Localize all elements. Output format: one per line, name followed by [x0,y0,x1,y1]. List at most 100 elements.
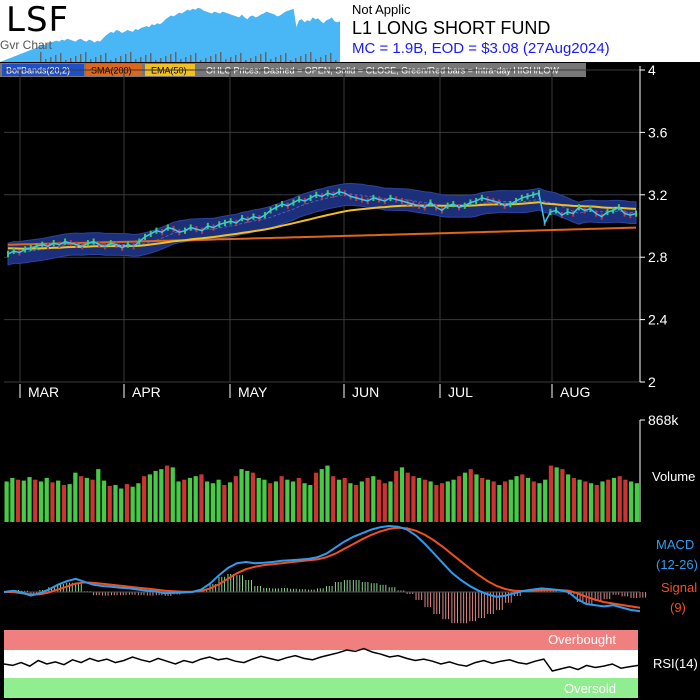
month-label: JUL [448,384,473,400]
fund-name: L1 LONG SHORT FUND [352,18,551,38]
sparkline-volume-bar [125,54,127,62]
oversold-zone [4,678,638,698]
sparkline-volume-bar [55,55,57,62]
sparkline-volume-bar [190,55,192,62]
macd-legend-label: MACD [656,537,694,552]
sparkline-volume-bar [315,59,317,62]
volume-bar [434,484,439,522]
volume-bar [239,469,244,522]
volume-bar [313,472,319,522]
sparkline-volume-bar [120,56,122,62]
sparkline-volume-bar [40,52,42,62]
sparkline-volume-bar [195,53,197,62]
volume-bar [296,477,301,522]
volume-bar [153,470,158,522]
chart-subtag: Gvr Chart [0,38,53,52]
sparkline-volume-bar [60,53,62,62]
volume-bar [462,472,468,522]
volume-bar [497,484,502,522]
price-tick-label: 2.8 [648,249,668,265]
volume-bar [176,481,181,522]
volume-bar [285,479,290,522]
sparkline-volume-bar [260,54,262,62]
volume-bar [142,476,147,522]
macd-legend-label: (12-26) [656,557,698,572]
volume-bar [600,481,605,522]
oversold-label: Oversold [564,681,616,696]
overbought-label: Overbought [548,632,616,647]
sector-label: Not Applic [352,2,411,17]
volume-bar [222,484,227,522]
volume-bar [439,483,445,522]
volume-bar [50,482,55,522]
volume-bar [15,479,21,522]
sparkline-volume-bar [225,59,227,62]
volume-bar [417,477,422,522]
sparkline-volume-bar [205,58,207,62]
sparkline-volume-bar [255,56,257,62]
volume-bar [543,479,548,522]
volume-bar [611,477,617,522]
volume-bar [348,483,353,522]
volume-bar [279,476,284,522]
volume-bar [606,479,611,522]
sparkline-volume-bar [215,54,217,62]
volume-bar [159,469,164,522]
macd-legend-label: (9) [670,600,686,615]
volume-bar [325,465,330,522]
sparkline-volume-bar [250,58,252,62]
sparkline-volume-bar [160,58,162,62]
sparkline-volume-bar [75,56,77,62]
volume-bar [90,479,95,522]
volume-bar [67,484,72,522]
volume-bar [411,476,416,522]
volume-bar [594,484,599,522]
signal-line [4,526,641,609]
volume-bar [27,477,32,522]
sparkline-volume-bar [110,60,112,62]
month-label: MAY [238,384,268,400]
volume-bar [457,476,462,522]
rsi-title: RSI(14) [653,656,698,671]
volume-bar [308,484,313,522]
volume-bar [342,477,347,522]
price-tick-label: 3.6 [648,124,668,140]
volume-bar [245,470,250,522]
volume-bar [531,481,536,522]
sparkline-volume-bar [265,52,267,62]
volume-bar [10,477,15,522]
volume-bar [199,474,204,522]
sparkline-volume-bar [170,54,172,62]
volume-bar [290,481,296,522]
sparkline-volume-bar [245,60,247,62]
volume-bar [319,469,324,522]
sparkline-volume-bar [65,60,67,62]
volume-bar [566,474,571,522]
volume-bar [623,479,628,522]
ticker-symbol: LSF [6,0,70,40]
header-sparkline [0,7,340,62]
volume-bar [629,481,634,522]
volume-bar [525,477,531,522]
volume-bar [577,479,582,522]
sparkline-volume-bar [100,55,102,62]
sparkline-volume-bar [45,59,47,62]
volume-bar [73,472,78,522]
volume-panel: 868k Volume [4,412,695,522]
market-info: MC = 1.9B, EOD = $3.08 (27Aug2024) [352,40,610,57]
volume-bar [119,488,124,522]
sparkline-volume-bar [285,53,287,62]
sparkline-volume-bar [85,52,87,62]
sparkline-volume-bar [310,52,312,62]
volume-bar [21,480,26,522]
ema50-line [7,201,637,250]
month-label: APR [132,384,161,400]
volume-bar [164,465,170,522]
price-panel: 4 3.6 3.2 2.8 2.4 2 MAR APR MAY JUN JUL AUG [4,62,668,400]
volume-bar [113,484,118,522]
sparkline-volume-bar [115,58,117,62]
sparkline-volume-bar [300,56,302,62]
volume-bar [302,483,307,522]
sparkline-volume-bar [240,53,242,62]
volume-bar [205,481,210,522]
